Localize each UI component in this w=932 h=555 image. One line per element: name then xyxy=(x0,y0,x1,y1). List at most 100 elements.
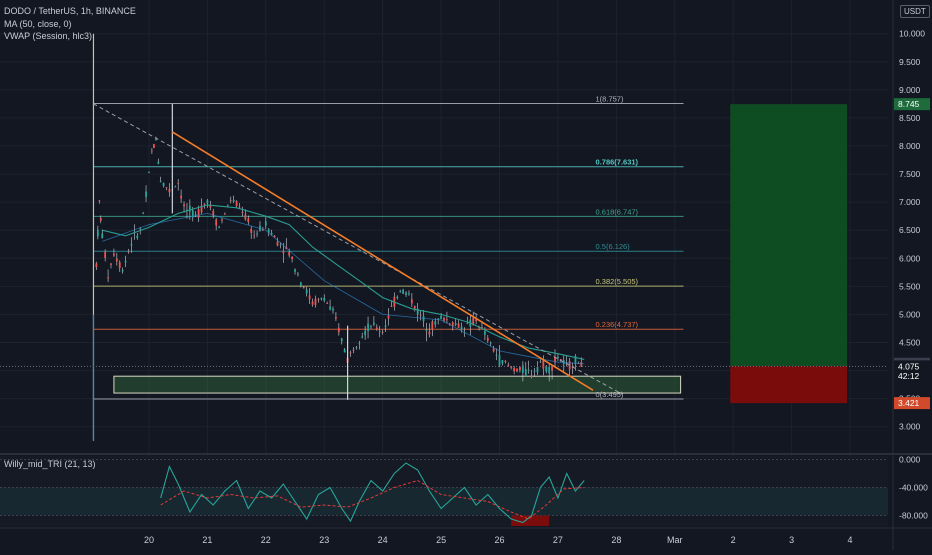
fib-level-label: 0.786(7.631) xyxy=(596,158,639,167)
candle-body xyxy=(335,317,337,319)
candle-body xyxy=(104,251,107,258)
ma-legend[interactable]: MA (50, close, 0) xyxy=(4,19,72,29)
x-tick-label: 20 xyxy=(144,535,154,545)
candle-body xyxy=(174,186,177,188)
y-tick-label: 6.000 xyxy=(899,253,921,263)
candle-body xyxy=(299,282,302,287)
candle-body xyxy=(501,360,504,364)
candle-body xyxy=(107,277,109,279)
candle-body xyxy=(238,206,241,208)
oscillator-band xyxy=(0,487,888,516)
candle-body xyxy=(188,205,191,212)
x-tick-label: 28 xyxy=(611,535,621,545)
candle-body xyxy=(113,253,115,256)
candle-body xyxy=(349,352,352,354)
candle-body xyxy=(361,336,364,338)
candle-body xyxy=(527,369,530,371)
price-badge-label: 8.745 xyxy=(898,99,920,109)
candle-body xyxy=(148,172,150,174)
y-tick-label: 10.000 xyxy=(899,29,925,39)
candle-body xyxy=(139,228,142,230)
candle-body xyxy=(413,306,416,309)
symbol-legend[interactable]: DODO / TetherUS, 1h, BINANCE xyxy=(4,6,136,16)
candle-body xyxy=(191,210,194,218)
fib-level-label: 1(8.757) xyxy=(596,94,624,103)
candle-body xyxy=(574,355,577,364)
candle-body xyxy=(329,306,331,310)
candle-body xyxy=(580,362,583,367)
candle-body xyxy=(408,293,410,295)
candle-body xyxy=(229,200,232,202)
candle-body xyxy=(481,327,483,328)
candle-body xyxy=(551,366,553,371)
candle-body xyxy=(370,326,372,328)
oscillator-signal-line xyxy=(160,479,585,520)
candle-body xyxy=(121,269,124,272)
x-tick-label: 26 xyxy=(494,535,504,545)
fibonacci-retracement[interactable]: 1(8.757) 0.786(7.631) 0.618(6.747) 0.5(6.12… xyxy=(93,94,684,400)
candle-body xyxy=(145,191,147,198)
candle-body xyxy=(305,289,308,294)
x-tick-label: 27 xyxy=(553,535,563,545)
x-tick-label: Mar xyxy=(667,535,683,545)
candle-body xyxy=(127,251,130,253)
candle-body xyxy=(165,187,168,189)
candle-body xyxy=(340,338,343,342)
candle-body xyxy=(247,218,250,223)
candle-body xyxy=(323,297,326,301)
candle-body xyxy=(270,232,273,235)
candle-body xyxy=(183,204,185,207)
x-tick-label: 2 xyxy=(731,535,736,545)
candle-body xyxy=(530,375,533,377)
candle-body xyxy=(375,327,378,330)
candle-body xyxy=(162,182,165,186)
y-tick-label: 5.000 xyxy=(899,309,921,319)
candle-body xyxy=(200,205,203,213)
candle-body xyxy=(317,298,320,300)
candle-body xyxy=(513,368,516,372)
candle-body xyxy=(548,367,551,374)
vwap-line xyxy=(102,212,585,365)
candle-body xyxy=(276,241,279,246)
overlay-lines xyxy=(0,103,888,395)
candle-body xyxy=(495,354,498,356)
candle-body xyxy=(405,292,407,295)
candle-body xyxy=(130,243,133,246)
y-tick-label: 9.500 xyxy=(899,57,921,67)
oscillator-line xyxy=(160,462,585,524)
candle-body xyxy=(177,183,180,184)
candle-body xyxy=(355,347,358,349)
x-tick-label: 25 xyxy=(436,535,446,545)
candle-body xyxy=(352,349,355,351)
candle-body xyxy=(402,289,405,294)
candle-body xyxy=(428,331,431,335)
y-tick-label: 8.000 xyxy=(899,141,921,151)
candle-body xyxy=(472,317,475,326)
candle-body xyxy=(212,210,215,216)
candle-body xyxy=(483,331,486,335)
candle-body xyxy=(311,301,314,305)
target-zone xyxy=(730,104,848,367)
x-tick-label: 24 xyxy=(378,535,388,545)
candle-body xyxy=(99,217,102,221)
candle-body xyxy=(326,303,329,305)
candle-body xyxy=(215,219,218,226)
candle-body xyxy=(557,356,559,359)
oscillator-legend[interactable]: Willy_mid_TRI (21, 13) xyxy=(4,459,96,469)
candle-body xyxy=(463,332,466,334)
currency-badge[interactable]: USDT xyxy=(900,5,930,18)
vwap-legend[interactable]: VWAP (Session, hlc3) xyxy=(4,31,93,41)
candle-body xyxy=(320,297,323,300)
candle-body xyxy=(492,348,495,352)
candle-body xyxy=(206,200,209,204)
candle-body xyxy=(510,366,513,368)
candle-body xyxy=(390,305,393,307)
candle-body xyxy=(372,322,375,325)
candle-body xyxy=(416,308,419,315)
candle-body xyxy=(516,368,518,372)
candle-body xyxy=(381,331,384,333)
candle-body xyxy=(451,322,454,326)
candle-body xyxy=(378,331,381,333)
